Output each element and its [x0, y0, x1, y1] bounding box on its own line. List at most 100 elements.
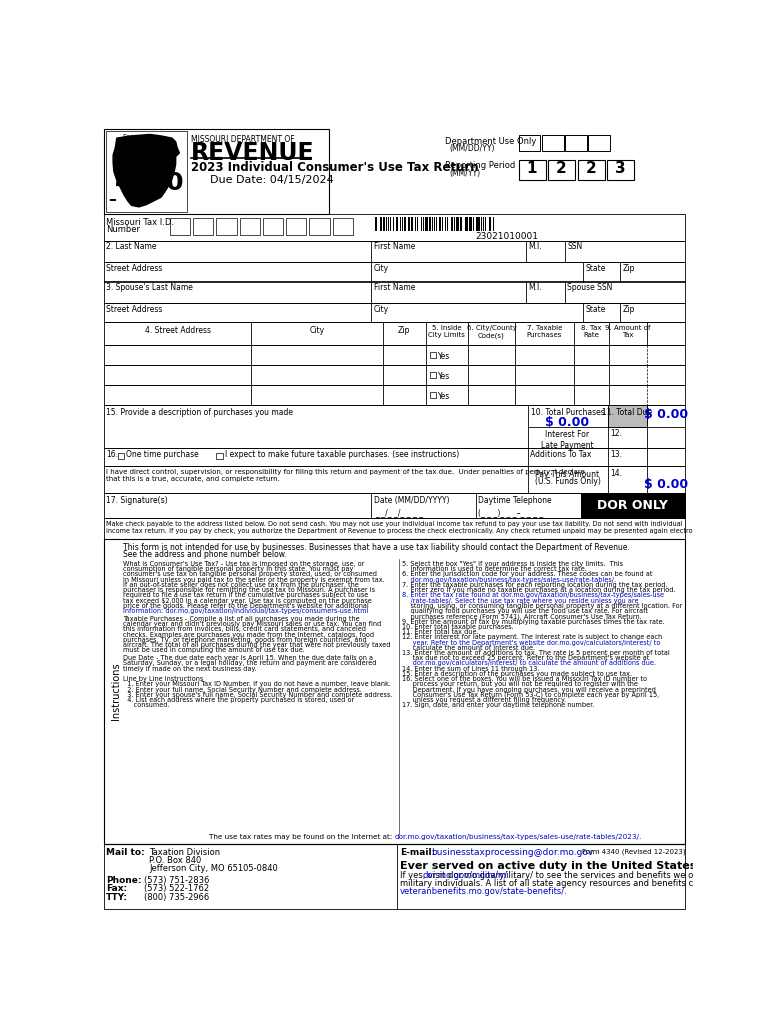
Text: –: – — [108, 193, 116, 207]
Text: Missouri Tax I.D.: Missouri Tax I.D. — [106, 217, 174, 226]
Text: Zip: Zip — [622, 304, 634, 313]
Text: Make check payable to the address listed below. Do not send cash. You may not us: Make check payable to the address listed… — [106, 521, 683, 527]
Bar — [286, 217, 306, 234]
Bar — [400, 217, 401, 230]
Bar — [397, 217, 398, 230]
Text: military individuals. A list of all state agency resources and benefits can be f: military individuals. A list of all stat… — [400, 879, 755, 888]
Bar — [105, 131, 187, 212]
Bar — [542, 135, 564, 151]
Bar — [104, 129, 329, 214]
Text: 8. Enter the tax rate found at dor.mo.gov/taxation/business/tax-types/sales-use: 8. Enter the tax rate found at dor.mo.go… — [403, 593, 665, 598]
Text: Phone:: Phone: — [106, 876, 142, 885]
Text: tax due not to exceed 25 percent. Refer to the Department's website at: tax due not to exceed 25 percent. Refer … — [403, 655, 650, 662]
Bar — [419, 217, 420, 230]
Text: (MM/YY): (MM/YY) — [449, 169, 480, 178]
Text: 14. Enter the sum of Lines 11 through 13.: 14. Enter the sum of Lines 11 through 13… — [403, 666, 540, 672]
Text: veteranbenefits.mo.gov/state-benefits/.: veteranbenefits.mo.gov/state-benefits/. — [400, 888, 567, 896]
Text: 5. Inside
City Limits: 5. Inside City Limits — [428, 326, 465, 338]
Bar — [430, 217, 431, 230]
Bar — [434, 217, 435, 230]
Text: Zip: Zip — [398, 327, 410, 335]
Text: purchases reference (Form 5741), Aircraft Consumer's Use Tax Return.: purchases reference (Form 5741), Aircraf… — [403, 613, 642, 620]
Bar — [519, 160, 546, 180]
Bar — [391, 217, 392, 230]
Bar — [421, 217, 422, 230]
Bar — [481, 217, 482, 230]
Text: 2023 Individual Consumer's Use Tax Return: 2023 Individual Consumer's Use Tax Retur… — [191, 162, 478, 174]
Bar — [408, 217, 409, 230]
Bar — [170, 217, 190, 234]
Text: 12. Enter interest for late payment. The interest rate is subject to change each: 12. Enter interest for late payment. The… — [403, 634, 662, 640]
Bar — [381, 217, 382, 230]
Text: Pay This Amount: Pay This Amount — [535, 470, 600, 479]
Text: First Name: First Name — [373, 243, 415, 251]
Bar — [425, 217, 426, 230]
Text: storing, using, or consuming tangible personal property at a different location.: storing, using, or consuming tangible pe… — [403, 603, 683, 609]
Polygon shape — [113, 134, 179, 207]
Text: 9. Enter the amount of tax by multiplying taxable purchases times the tax rate.: 9. Enter the amount of tax by multiplyin… — [403, 618, 665, 625]
Text: One time purchase: One time purchase — [126, 451, 199, 459]
Bar — [104, 385, 685, 406]
Text: I expect to make future taxable purchases. (see instructions): I expect to make future taxable purchase… — [225, 451, 459, 459]
Bar — [478, 217, 480, 230]
Text: What is Consumer's Use Tax? - Use tax is imposed on the storage, use, or: What is Consumer's Use Tax? - Use tax is… — [123, 561, 365, 567]
Text: 15. Provide a description of purchases you made: 15. Provide a description of purchases y… — [106, 408, 293, 417]
Text: calendar year and didn't previously pay Missouri sales or use tax. You can find: calendar year and didn't previously pay … — [123, 622, 382, 628]
Text: 23021010001: 23021010001 — [476, 232, 538, 242]
Text: 9. Amount of
Tax: 9. Amount of Tax — [605, 326, 651, 338]
Bar — [461, 217, 462, 230]
Text: Daytime Telephone: Daytime Telephone — [478, 496, 552, 505]
Bar — [456, 217, 457, 230]
Text: 3. Spouse's Last Name: 3. Spouse's Last Name — [106, 283, 193, 292]
Bar — [467, 217, 468, 230]
Bar — [473, 217, 474, 230]
Text: Date (MM/DD/YYYY): Date (MM/DD/YYYY) — [373, 496, 449, 505]
Text: dor.mo.gov/taxation/business/tax-types/sales-use/rate-tables/.: dor.mo.gov/taxation/business/tax-types/s… — [403, 577, 617, 583]
Text: 6. Enter the jurisdiction code for your address. These codes can be found at: 6. Enter the jurisdiction code for your … — [403, 571, 653, 578]
Text: State: State — [585, 304, 606, 313]
Text: 1. Enter your Missouri Tax ID Number. If you do not have a number, leave blank.: 1. Enter your Missouri Tax ID Number. If… — [123, 681, 391, 687]
Text: If an out-of-state seller does not collect use tax from the purchaser, the: If an out-of-state seller does not colle… — [123, 582, 359, 588]
Text: information: dor.mo.gov/taxation/individual/tax-types/consumers-use.html: information: dor.mo.gov/taxation/individ… — [123, 608, 369, 614]
Bar — [430, 351, 437, 357]
Bar — [430, 391, 437, 397]
Text: 4. List each address where the property purchased is stored, used or: 4. List each address where the property … — [123, 697, 355, 703]
Bar — [104, 241, 685, 262]
Text: consumed.: consumed. — [123, 702, 170, 709]
Text: $ 0.00: $ 0.00 — [545, 416, 590, 429]
Bar — [399, 217, 400, 230]
Bar — [310, 217, 330, 234]
Text: dor.mo.gov/calculators/interest/ to calculate the amount of additions due.: dor.mo.gov/calculators/interest/ to calc… — [403, 660, 656, 667]
Text: 2. Enter your full name, Social Security Number and complete address.: 2. Enter your full name, Social Security… — [123, 687, 362, 692]
Bar — [565, 135, 587, 151]
Text: calculate the amount of interest due.: calculate the amount of interest due. — [403, 645, 535, 651]
Text: 3. Enter your spouse's full name, Social Security Number and complete address.: 3. Enter your spouse's full name, Social… — [123, 692, 393, 698]
Bar — [104, 447, 685, 466]
Text: 4. Street Address: 4. Street Address — [145, 327, 211, 335]
Text: DOR ONLY: DOR ONLY — [597, 500, 668, 512]
Text: Due Date - The due date each year is April 15. When the due date falls on a: Due Date - The due date each year is Apr… — [123, 655, 373, 662]
Text: timely if made on the next business day.: timely if made on the next business day. — [123, 666, 257, 672]
Bar — [471, 217, 472, 230]
Bar — [104, 303, 685, 323]
Text: 4340: 4340 — [115, 171, 185, 195]
Text: purchases, TV, or telephone marketing, goods from foreign countries, and: purchases, TV, or telephone marketing, g… — [123, 637, 367, 643]
Bar — [442, 217, 444, 230]
Text: Fax:: Fax: — [106, 885, 128, 893]
Text: Instructions: Instructions — [111, 663, 121, 720]
Text: process your return, but you will not be required to register with the: process your return, but you will not be… — [403, 681, 638, 687]
Text: Interest For
Late Payment: Interest For Late Payment — [541, 430, 594, 450]
Text: State: State — [585, 264, 606, 272]
Text: Saturday, Sunday, or a legal holiday, the return and payment are considered: Saturday, Sunday, or a legal holiday, th… — [123, 660, 377, 667]
Text: Reporting Period: Reporting Period — [445, 162, 515, 170]
Text: 10. Total Purchases: 10. Total Purchases — [531, 408, 604, 417]
Bar — [377, 217, 378, 230]
Text: $ 0.00: $ 0.00 — [644, 478, 688, 490]
Bar — [263, 217, 283, 234]
Text: P.O. Box 840: P.O. Box 840 — [149, 856, 201, 865]
Text: (573) 751-2836: (573) 751-2836 — [144, 876, 209, 885]
Text: information is used to determine the correct tax rate.: information is used to determine the cor… — [403, 566, 588, 572]
Bar — [394, 217, 396, 230]
Bar — [427, 217, 428, 230]
Text: price of the goods. Please refer to the Department's website for additional: price of the goods. Please refer to the … — [123, 603, 369, 609]
